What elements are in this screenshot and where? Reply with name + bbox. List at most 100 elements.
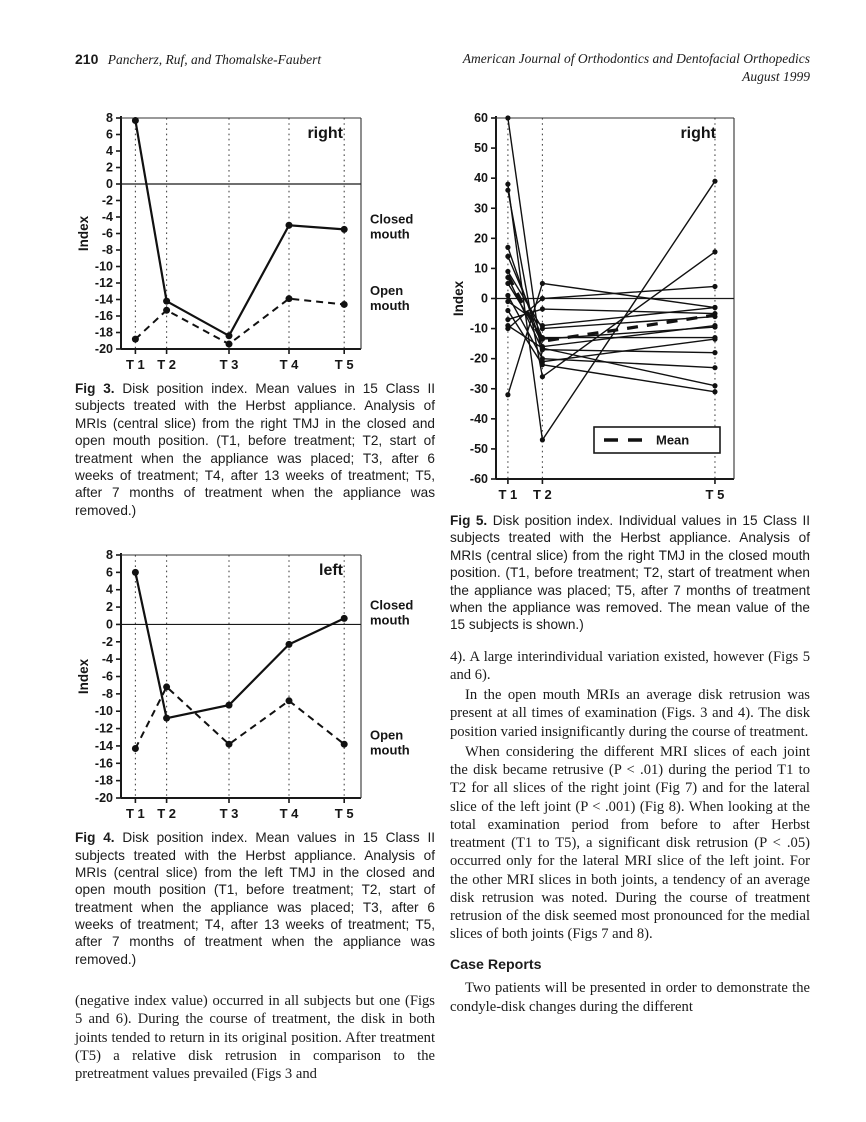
series-label-closed-mouth: Closed mouth <box>370 598 413 628</box>
data-point <box>340 614 348 622</box>
series-subject-3 <box>507 190 716 378</box>
y-tick-label: -14 <box>95 739 113 753</box>
data-point <box>539 295 546 302</box>
data-point <box>340 300 348 308</box>
body-paragraph-2: In the open mouth MRIs an average disk r… <box>450 687 810 740</box>
y-tick-label: -10 <box>470 322 488 336</box>
y-tick-label: -16 <box>95 756 113 770</box>
body-paragraph-3: When considering the different MRI slice… <box>450 743 810 943</box>
x-tick-label: T 1 <box>126 806 145 821</box>
y-tick-label: -12 <box>95 722 113 736</box>
data-point <box>340 225 348 233</box>
data-point <box>712 324 718 330</box>
x-tick-label: T 4 <box>280 806 300 821</box>
y-tick-label: 50 <box>474 141 488 155</box>
y-tick-label: 8 <box>106 111 113 125</box>
y-tick-label: -6 <box>102 670 113 684</box>
fig4-caption-text: Disk position index. Mean values in 15 C… <box>75 830 436 967</box>
y-tick-label: -12 <box>95 276 113 290</box>
data-point <box>539 306 546 312</box>
y-tick-label: 4 <box>106 583 113 597</box>
series-subject-5 <box>507 256 715 339</box>
x-tick-label: T 2 <box>157 806 176 821</box>
body-paragraph-1: 4). A large interindividual variation ex… <box>450 648 810 683</box>
x-tick-label: T 3 <box>220 357 239 372</box>
fig5-caption-label: Fig 5. <box>450 513 488 528</box>
y-tick-label: 40 <box>474 171 488 185</box>
figure-4: 8 6 4 2 0 -2 -4 -6 -8 -10 -12 -14 -16 -18 -20 T 1 T 2 T 3… <box>75 545 435 968</box>
data-point <box>505 325 511 332</box>
data-point <box>712 178 718 184</box>
data-point <box>131 116 139 124</box>
data-point <box>225 701 233 709</box>
data-point <box>163 714 171 722</box>
y-tick-label: -18 <box>95 326 113 340</box>
y-axis-title: Index <box>76 215 91 251</box>
data-point <box>712 249 718 255</box>
data-point <box>505 307 511 314</box>
case-reports-heading: Case Reports <box>450 957 542 974</box>
data-point <box>539 280 546 287</box>
y-tick-label: -6 <box>102 227 113 241</box>
data-point <box>539 356 546 362</box>
y-tick-label: 30 <box>474 201 488 215</box>
y-tick-label: 0 <box>106 177 113 191</box>
y-tick-label: 20 <box>474 231 488 245</box>
data-point <box>539 374 546 380</box>
data-point <box>505 298 511 305</box>
corner-label: right <box>307 125 343 142</box>
y-tick-label: 0 <box>106 618 113 632</box>
data-point <box>539 345 546 351</box>
data-point <box>131 335 139 343</box>
corner-label: left <box>319 562 344 579</box>
data-point <box>285 221 293 229</box>
data-point <box>712 365 718 371</box>
data-point <box>163 306 171 314</box>
series-mean <box>506 274 716 343</box>
fig3-caption-text: Disk position index. Mean values in 15 C… <box>75 381 436 518</box>
y-tick-label: 0 <box>481 292 488 306</box>
y-tick-label: -10 <box>95 704 113 718</box>
data-point <box>539 362 546 368</box>
y-tick-label: -20 <box>95 342 113 356</box>
running-head-right: American Journal of Orthodontics and Den… <box>463 50 810 85</box>
y-tick-label: -18 <box>95 774 113 788</box>
data-point <box>225 740 233 748</box>
data-point <box>505 392 511 398</box>
fig4-caption: Fig 4. Disk position index. Mean values … <box>75 829 435 968</box>
data-point <box>131 745 139 753</box>
y-tick-label: 2 <box>106 161 113 175</box>
data-point <box>285 697 293 705</box>
y-tick-label: -20 <box>470 352 488 366</box>
y-tick-label: -8 <box>102 687 113 701</box>
fig4-caption-label: Fig 4. <box>75 830 115 846</box>
data-point <box>340 740 348 748</box>
y-tick-label: 6 <box>106 128 113 142</box>
series-subject-6 <box>507 271 716 330</box>
y-axis-title: Index <box>76 659 91 695</box>
data-point <box>712 304 718 311</box>
x-tick-label: T 3 <box>220 806 239 821</box>
journal-title: American Journal of Orthodontics and Den… <box>462 51 810 66</box>
y-tick-label: -14 <box>95 293 113 307</box>
fig5-chart: 60 50 40 30 20 10 0 -10 -20 -30 -40 -50 -60 T 1 T 2 T 5… <box>451 111 735 502</box>
y-axis-title: Index <box>451 280 466 316</box>
left-column-paragraph: (negative index value) occurred in all s… <box>75 993 435 1083</box>
y-tick-label: -4 <box>102 210 113 224</box>
y-tick-label: 6 <box>106 565 113 579</box>
y-tick-label: -50 <box>470 442 488 456</box>
data-point <box>712 335 718 341</box>
right-column: 60 50 40 30 20 10 0 -10 -20 -30 -40 -50 -60 T 1 T 2 T 5… <box>450 108 810 1083</box>
data-point <box>225 340 233 348</box>
corner-label: right <box>680 125 716 142</box>
legend-label: Mean <box>656 433 689 448</box>
data-point <box>505 292 511 299</box>
issue-date: August 1999 <box>742 68 810 84</box>
x-tick-label: T 5 <box>335 357 354 372</box>
y-tick-label: 8 <box>106 548 113 562</box>
fig3-caption: Fig 3. Disk position index. Mean values … <box>75 380 435 519</box>
fig5-caption: Fig 5. Disk position index. Individual v… <box>450 512 810 634</box>
y-tick-label: 10 <box>474 261 488 275</box>
